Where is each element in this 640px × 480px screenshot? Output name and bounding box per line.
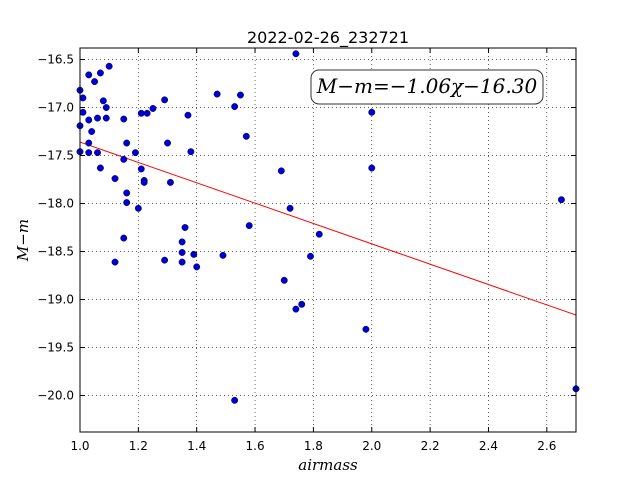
fit-line (79, 141, 577, 316)
y-axis-label: M−m (14, 219, 32, 262)
data-point (557, 196, 565, 204)
data-point (242, 132, 250, 140)
data-point (123, 199, 131, 207)
data-point (140, 178, 148, 186)
data-point (292, 305, 300, 313)
data-point (161, 256, 169, 264)
data-point (368, 108, 376, 116)
data-point (184, 111, 192, 119)
fit-annotation: M−m=−1.06χ−16.30 (310, 69, 544, 105)
x-tick-label: 1.0 (70, 439, 89, 453)
data-point (237, 91, 244, 99)
data-point (164, 139, 171, 147)
data-point (111, 175, 119, 183)
data-point (137, 109, 145, 117)
annotation-box (310, 69, 544, 105)
data-point (213, 90, 221, 98)
data-point (292, 50, 300, 58)
x-tick-label: 1.6 (246, 439, 265, 453)
data-point (94, 149, 101, 157)
data-point (143, 109, 151, 117)
data-point (245, 222, 253, 230)
data-point (96, 69, 104, 77)
y-tick-label: −19.0 (37, 293, 74, 307)
data-point (120, 234, 128, 242)
data-points (76, 50, 580, 404)
data-point (137, 165, 145, 173)
data-point (193, 263, 201, 271)
data-point (231, 396, 239, 404)
data-point (88, 128, 96, 135)
data-point (178, 258, 186, 266)
data-point (91, 78, 99, 86)
chart-title: 2022-02-26_232721 (247, 28, 409, 48)
data-point (161, 96, 169, 104)
data-point (120, 115, 128, 123)
data-point (79, 108, 87, 116)
data-point (85, 149, 93, 157)
data-point (178, 249, 186, 256)
data-point (102, 114, 110, 122)
data-point (123, 189, 131, 197)
data-point (94, 114, 101, 122)
data-point (79, 94, 87, 102)
fit-line-group (79, 141, 577, 316)
y-tick-label: −19.5 (37, 341, 74, 355)
data-point (111, 258, 119, 266)
data-point (102, 104, 110, 111)
data-point (231, 103, 239, 111)
data-point (298, 300, 306, 308)
data-point (277, 167, 285, 175)
data-point (187, 148, 195, 156)
x-tick-label: 1.8 (304, 439, 323, 453)
data-point (280, 276, 288, 284)
data-point (362, 325, 370, 333)
ticks (79, 48, 576, 432)
data-point (166, 178, 174, 186)
data-point (96, 164, 104, 172)
data-point (120, 155, 128, 163)
data-point (123, 139, 131, 147)
data-point (190, 250, 198, 258)
y-tick-label: −17.5 (37, 149, 74, 163)
data-point (85, 71, 93, 79)
data-point (85, 116, 93, 124)
data-point (315, 230, 323, 238)
plot-frame (79, 47, 577, 433)
x-tick-label: 1.4 (187, 439, 206, 453)
grid (79, 48, 576, 432)
data-point (149, 105, 157, 112)
data-point (105, 62, 113, 70)
data-point (85, 139, 93, 147)
data-point (219, 251, 227, 259)
data-point (178, 238, 186, 246)
x-tick-label: 2.2 (421, 439, 440, 453)
y-tick-label: −16.5 (37, 53, 74, 67)
y-tick-labels: −16.5 −17.0 −17.5 −18.0 −18.5 −19.0 −19.5 −20.0 (37, 53, 74, 403)
data-point (307, 252, 314, 260)
data-point (134, 204, 142, 212)
x-tick-label: 2.6 (537, 439, 556, 453)
annotation-text: M−m=−1.06χ−16.30 (316, 74, 538, 98)
x-tick-labels: 1.0 1.2 1.4 1.6 1.8 2.0 2.2 2.4 2.6 (70, 439, 556, 453)
data-point (131, 149, 139, 157)
y-tick-label: −18.5 (37, 245, 74, 259)
x-tick-label: 2.0 (362, 439, 381, 453)
y-tick-label: −17.0 (37, 101, 74, 115)
y-tick-label: −20.0 (37, 389, 74, 403)
data-point (286, 204, 294, 212)
data-point (181, 224, 189, 231)
y-tick-label: −18.0 (37, 197, 74, 211)
data-point (99, 97, 107, 105)
x-tick-label: 2.4 (479, 439, 498, 453)
x-tick-label: 1.2 (129, 439, 148, 453)
x-axis-label: airmass (298, 456, 358, 474)
data-point (368, 164, 376, 172)
